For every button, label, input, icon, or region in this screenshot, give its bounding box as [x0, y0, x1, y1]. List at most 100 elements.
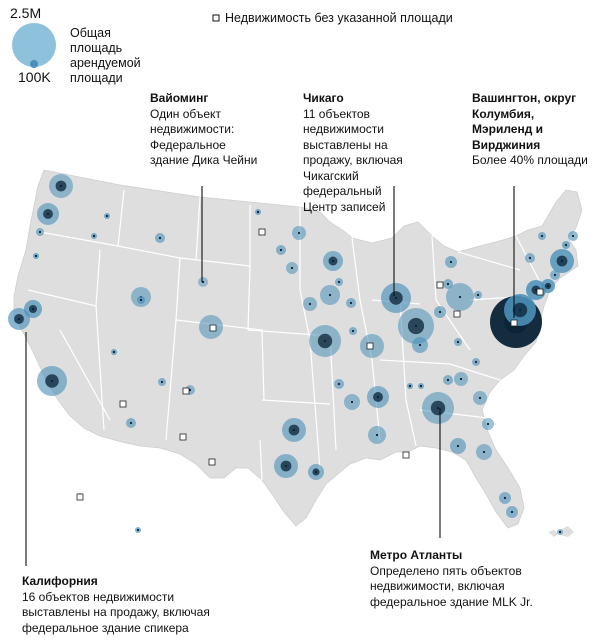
property-center-dot — [17, 317, 21, 321]
no-area-marker — [402, 451, 410, 459]
property-center-dot — [375, 433, 379, 437]
property-center-dot — [112, 350, 116, 354]
property-center-dot — [337, 382, 341, 386]
property-center-dot — [560, 259, 564, 263]
property-center-dot — [518, 308, 522, 312]
chicago-annotation: Чикаго 11 объектов недвижимости выставле… — [303, 91, 405, 215]
property-center-dot — [256, 210, 260, 214]
property-center-dot — [314, 470, 318, 474]
property-center-dot — [394, 296, 398, 300]
property-center-dot — [297, 231, 301, 235]
property-center-dot — [292, 428, 296, 432]
chicago-body: 11 объектов недвижимости выставлены на п… — [303, 106, 403, 214]
legend-min-circle — [30, 60, 38, 68]
property-center-dot — [449, 260, 453, 264]
property-center-dot — [458, 295, 462, 299]
property-bubbles — [8, 174, 578, 535]
no-area-marker — [510, 319, 518, 327]
property-center-dot — [323, 339, 327, 343]
property-center-dot — [38, 230, 42, 234]
property-center-dot — [31, 307, 35, 311]
property-center-dot — [279, 248, 283, 252]
no-area-marker — [179, 433, 187, 441]
property-center-dot — [419, 384, 423, 388]
legend-size-title: Общая площадь арендуемой площади — [70, 26, 141, 85]
property-center-dot — [92, 234, 96, 238]
no-area-marker — [209, 324, 217, 332]
property-center-dot — [459, 377, 463, 381]
chicago-title: Чикаго — [303, 91, 344, 105]
property-center-dot — [486, 422, 490, 426]
atlanta-title: Метро Атланты — [370, 548, 463, 562]
no-area-marker — [366, 342, 374, 350]
legend-max-label: 2.5M — [10, 5, 42, 21]
wyoming-annotation: Вайоминг Один объект недвижимости: Федер… — [150, 91, 260, 169]
wyoming-body: Один объект недвижимости: Федеральное зд… — [150, 106, 258, 168]
no-area-marker — [182, 387, 190, 395]
no-area-marker — [76, 493, 84, 501]
property-center-dot — [351, 329, 355, 333]
california-annotation: Калифорния 16 объектов недвижимости выст… — [22, 574, 242, 636]
property-center-dot — [558, 530, 562, 534]
property-center-dot — [350, 400, 354, 404]
no-area-marker — [208, 458, 216, 466]
property-center-dot — [308, 302, 312, 306]
atlanta-annotation: Метро Атланты Определено пять объектов н… — [370, 548, 540, 610]
property-center-dot — [456, 444, 460, 448]
property-center-dot — [158, 236, 162, 240]
property-center-dot — [436, 406, 440, 410]
atlanta-body: Определено пять объектов недвижимости, в… — [370, 563, 533, 609]
no-area-marker — [453, 310, 461, 318]
property-center-dot — [129, 421, 133, 425]
wyoming-title: Вайоминг — [150, 91, 209, 105]
property-center-dot — [564, 243, 568, 247]
no-area-marker-legend — [212, 14, 220, 22]
no-area-marker — [258, 228, 266, 236]
property-center-dot — [160, 380, 164, 384]
property-center-dot — [105, 214, 109, 218]
property-center-dot — [482, 450, 486, 454]
property-center-dot — [59, 184, 63, 188]
property-center-dot — [438, 310, 442, 314]
dc-annotation: Вашингтон, округ Колумбия, Мэриленд и Ви… — [472, 91, 590, 169]
property-center-dot — [456, 340, 460, 344]
california-title: Калифорния — [22, 574, 98, 588]
property-center-dot — [408, 384, 412, 388]
legend-no-area-label: Недвижимость без указанной площади — [225, 11, 453, 25]
property-center-dot — [414, 324, 418, 328]
property-center-dot — [328, 293, 332, 297]
property-center-dot — [376, 395, 380, 399]
property-center-dot — [528, 256, 532, 260]
no-area-marker — [119, 400, 127, 408]
property-center-dot — [546, 284, 550, 288]
property-center-dot — [139, 298, 143, 302]
property-center-dot — [510, 510, 514, 514]
property-center-dot — [34, 254, 38, 258]
no-area-marker — [436, 281, 444, 289]
size-legend — [12, 23, 56, 68]
property-center-dot — [284, 464, 288, 468]
property-center-dot — [476, 293, 480, 297]
property-center-dot — [349, 301, 353, 305]
property-center-dot — [46, 212, 50, 216]
property-center-dot — [553, 273, 557, 277]
annotation-leader-lines — [25, 186, 515, 566]
legend-max-circle — [12, 23, 56, 67]
property-center-dot — [446, 282, 450, 286]
dc-body: Более 40% площади — [472, 153, 588, 167]
property-center-dot — [290, 266, 294, 270]
legend-min-label: 100K — [18, 69, 51, 85]
property-center-dot — [337, 280, 341, 284]
no-area-marker — [536, 288, 544, 296]
property-center-dot — [418, 343, 422, 347]
property-center-dot — [188, 388, 192, 392]
property-center-dot — [50, 379, 54, 383]
property-center-dot — [446, 378, 450, 382]
property-center-dot — [534, 288, 538, 292]
dc-title: Вашингтон, округ Колумбия, Мэриленд и Ви… — [472, 91, 577, 152]
property-center-dot — [503, 496, 507, 500]
property-center-dot — [331, 259, 335, 263]
california-body: 16 объектов недвижимости выставлены на п… — [22, 589, 210, 635]
property-center-dot — [571, 234, 575, 238]
